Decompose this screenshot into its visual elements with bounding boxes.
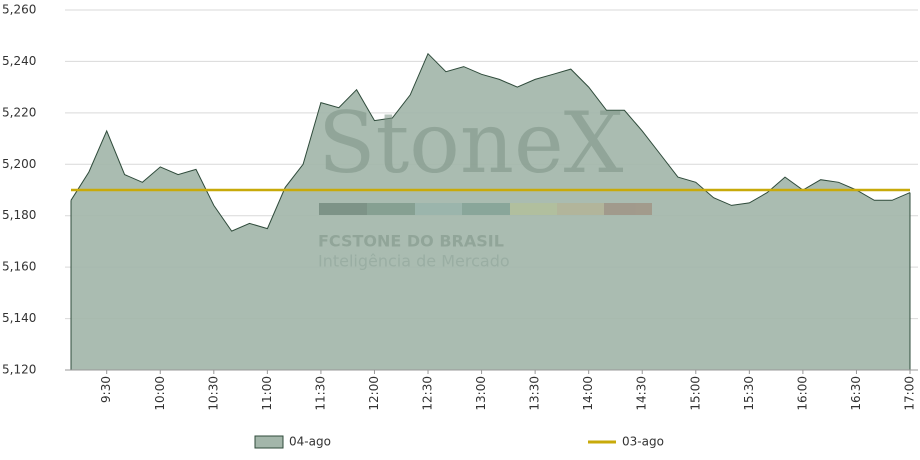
x-tick-label: 14:00 bbox=[581, 376, 595, 411]
watermark-bar bbox=[510, 203, 557, 215]
x-tick-label: 9:30 bbox=[99, 376, 113, 403]
y-tick-label: 5,200 bbox=[2, 157, 36, 171]
watermark-bar bbox=[319, 203, 367, 215]
y-tick-label: 5,120 bbox=[2, 363, 36, 377]
x-tick-label: 16:00 bbox=[795, 376, 809, 411]
watermark-bar bbox=[415, 203, 462, 215]
watermark: StoneX FCSTONE DO BRASIL Inteligência de… bbox=[318, 94, 652, 271]
legend-label: 03-ago bbox=[622, 435, 664, 449]
watermark-bar bbox=[557, 203, 604, 215]
watermark-bar bbox=[462, 203, 510, 215]
watermark-bar bbox=[604, 203, 652, 215]
x-tick-label: 17:00 bbox=[903, 376, 917, 411]
legend-label: 04-ago bbox=[289, 435, 331, 449]
x-tick-label: 15:00 bbox=[688, 376, 702, 411]
watermark-tagline: Inteligência de Mercado bbox=[318, 252, 510, 271]
y-tick-label: 5,260 bbox=[2, 3, 36, 17]
x-tick-label: 13:30 bbox=[528, 376, 542, 411]
legend-swatch bbox=[254, 435, 284, 449]
watermark-brand: StoneX bbox=[318, 94, 624, 192]
y-tick-label: 5,140 bbox=[2, 311, 36, 325]
x-tick-label: 15:30 bbox=[742, 376, 756, 411]
y-tick-label: 5,240 bbox=[2, 54, 36, 68]
watermark-company: FCSTONE DO BRASIL bbox=[318, 232, 504, 251]
y-tick-label: 5,180 bbox=[2, 208, 36, 222]
x-tick-label: 11:00 bbox=[260, 376, 274, 411]
x-tick-label: 12:00 bbox=[367, 376, 381, 411]
x-tick-label: 14:30 bbox=[635, 376, 649, 411]
x-tick-label: 16:30 bbox=[849, 376, 863, 411]
y-tick-label: 5,160 bbox=[2, 260, 36, 274]
x-tick-label: 10:30 bbox=[206, 376, 220, 411]
x-tick-label: 11:30 bbox=[313, 376, 327, 411]
watermark-bar bbox=[367, 203, 415, 215]
x-tick-label: 13:00 bbox=[474, 376, 488, 411]
x-tick-label: 12:30 bbox=[421, 376, 435, 411]
y-tick-label: 5,220 bbox=[2, 105, 36, 119]
x-tick-label: 10:00 bbox=[153, 376, 167, 411]
